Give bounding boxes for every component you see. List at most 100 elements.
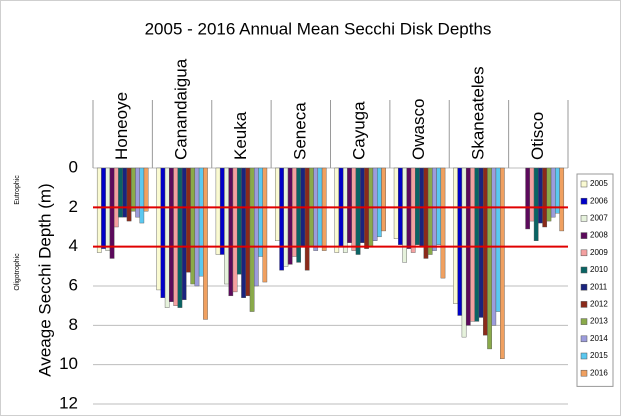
bar (500, 167, 505, 359)
bar (135, 167, 140, 218)
legend-swatch (580, 283, 588, 291)
bar (113, 167, 119, 228)
bar (194, 167, 200, 287)
bar (156, 167, 161, 291)
bar (96, 167, 102, 253)
bar (186, 167, 191, 273)
bar (173, 167, 179, 306)
bar (109, 167, 115, 259)
x-tick-label: Keuka (231, 111, 250, 160)
bar (169, 167, 174, 302)
legend-label: 2016 (590, 368, 608, 377)
bar (470, 167, 475, 322)
bar (245, 167, 251, 297)
bar (283, 167, 289, 267)
bar (181, 167, 187, 300)
bar (287, 167, 293, 265)
bar (533, 167, 539, 241)
legend-label: 2007 (590, 214, 608, 223)
bar (359, 167, 365, 243)
annotation: Eutrophic (14, 175, 21, 205)
bar (249, 167, 255, 312)
bar (538, 167, 543, 224)
bar (198, 167, 204, 277)
bar (105, 167, 111, 251)
bar (122, 167, 128, 218)
y-tick-label: 4 (69, 236, 78, 255)
y-axis-label: Aveage Secchi Depth (m) (35, 183, 54, 376)
bar (143, 167, 149, 212)
x-tick-label: Skaneateles (468, 66, 487, 160)
bar (241, 167, 246, 299)
bar (334, 167, 340, 253)
bar (130, 167, 136, 212)
x-tick-label: Honeoye (112, 92, 131, 160)
bar (160, 167, 166, 299)
legend-swatch (580, 369, 588, 377)
legend-label: 2009 (590, 248, 608, 257)
bar (292, 167, 297, 257)
bar (321, 167, 327, 251)
legend-swatch (580, 318, 588, 325)
legend-swatch (580, 180, 588, 188)
bar (215, 167, 221, 255)
x-tick-label: Seneca (290, 102, 309, 160)
legend-label: 2013 (590, 317, 608, 326)
bar (381, 167, 386, 232)
chart-title: 2005 - 2016 Annual Mean Secchi Disk Dept… (145, 19, 492, 38)
legend-label: 2015 (590, 351, 608, 360)
legend-label: 2014 (590, 334, 608, 343)
legend-label: 2006 (590, 196, 608, 205)
bar (525, 167, 531, 230)
bar (118, 167, 123, 218)
bar (427, 167, 433, 255)
y-tick-label: 0 (69, 157, 78, 176)
bar (254, 167, 259, 287)
annotation: Oligotrophic (14, 253, 21, 291)
bar (228, 167, 234, 297)
legend-label: 2011 (590, 282, 608, 291)
bar (177, 167, 183, 308)
y-tick-label: 2 (69, 197, 78, 216)
bar (402, 167, 407, 263)
bar (393, 167, 399, 240)
bar (304, 167, 310, 271)
x-tick-label: Owasco (409, 99, 428, 160)
bar (224, 167, 229, 285)
bar (372, 167, 378, 241)
x-tick-label: Canandaigua (172, 58, 191, 160)
bar (550, 167, 556, 218)
legend-label: 2010 (590, 265, 608, 274)
bar (262, 167, 268, 283)
bar (236, 167, 242, 275)
legend-label: 2012 (590, 300, 608, 309)
legend-swatch (580, 352, 588, 360)
legend-label: 2008 (590, 231, 608, 240)
y-tick-label: 10 (59, 354, 78, 373)
bar (126, 167, 132, 222)
bar (275, 167, 280, 241)
bar (342, 167, 348, 253)
bar (478, 167, 484, 318)
bar (542, 167, 548, 228)
bar (258, 167, 263, 257)
bar (423, 167, 429, 259)
bar (296, 167, 302, 263)
bar (482, 167, 488, 336)
bar (461, 167, 467, 338)
bar (347, 167, 352, 243)
legend-label: 2005 (590, 179, 608, 188)
bar (457, 167, 463, 316)
legend-swatch (580, 232, 588, 239)
bar (546, 167, 552, 222)
legend-box (576, 173, 614, 387)
x-tick-label: Cayuga (350, 101, 369, 160)
y-tick-label: 8 (69, 315, 78, 334)
bar (559, 167, 565, 232)
bar (487, 167, 492, 350)
bar (432, 167, 437, 251)
legend-swatch (580, 266, 588, 274)
bar (474, 167, 480, 322)
bar (232, 167, 238, 293)
